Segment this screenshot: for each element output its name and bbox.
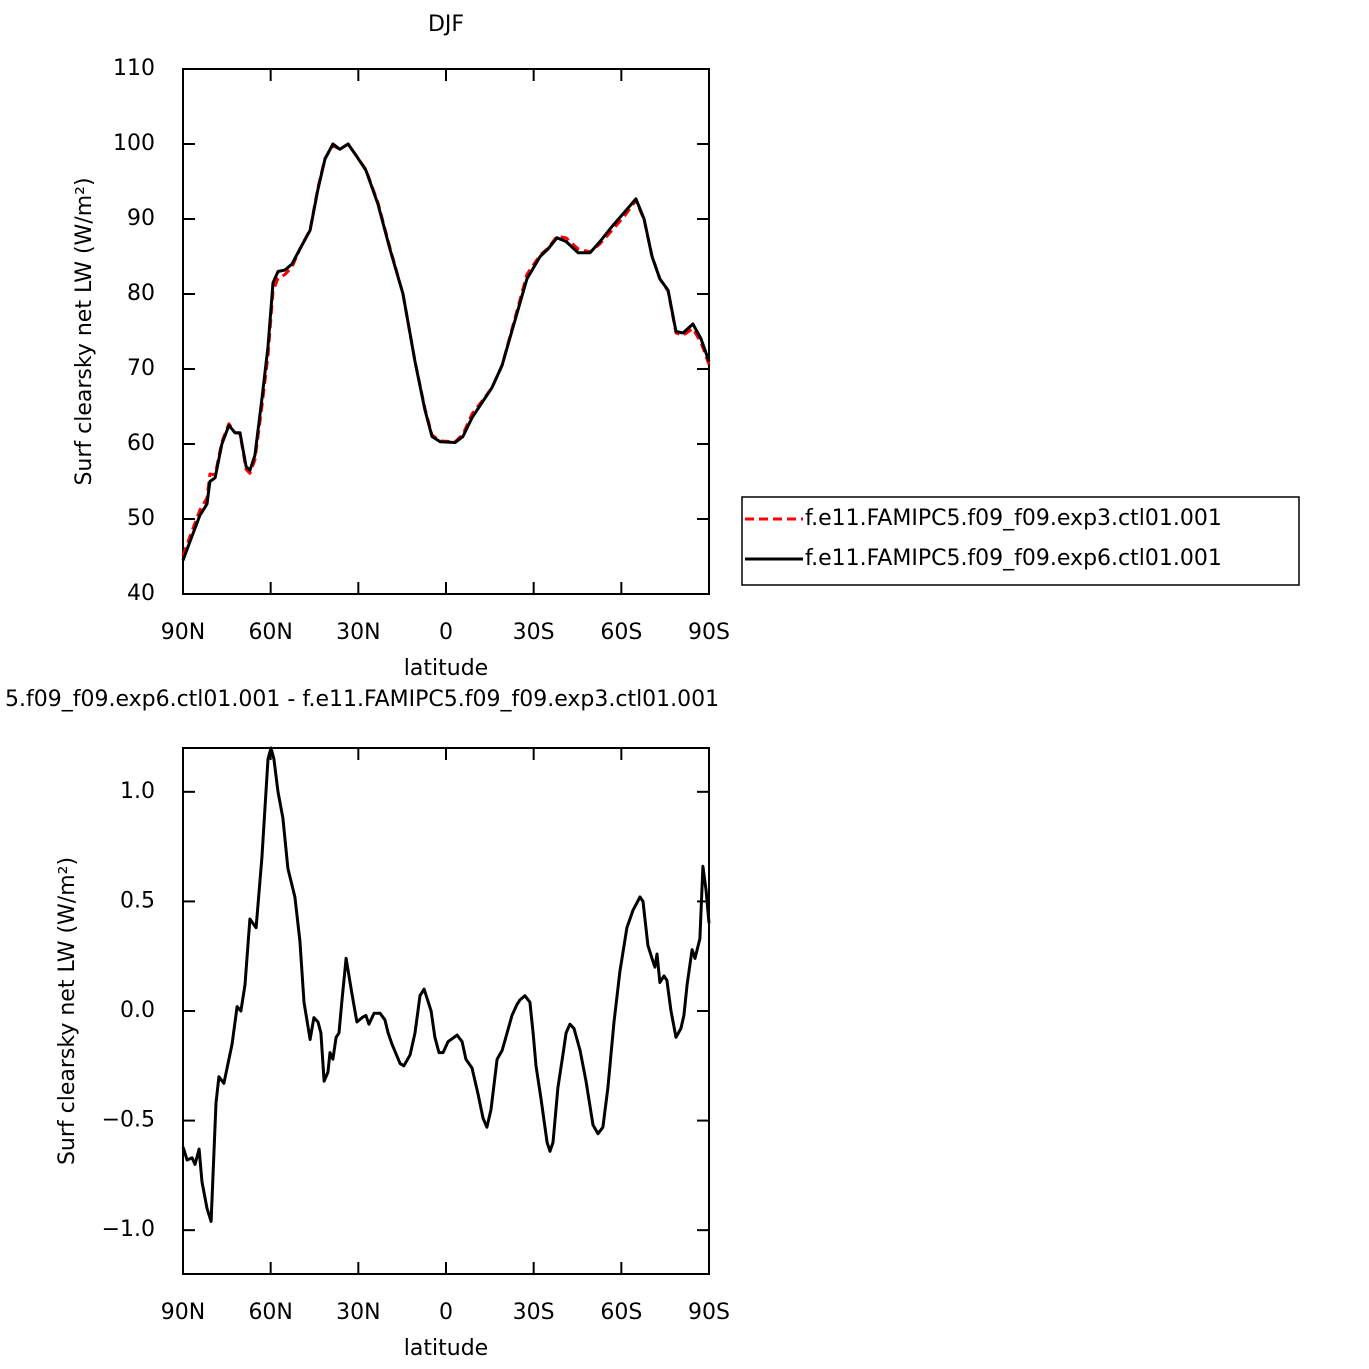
y-tick-label: 80 — [127, 281, 155, 306]
chart-title: 5.f09_f09.exp6.ctl01.001 - f.e11.FAMIPC5… — [5, 687, 719, 712]
x-axis-label: latitude — [404, 656, 488, 681]
y-tick-label: −0.5 — [102, 1108, 155, 1133]
y-axis-label: Surf clearsky net LW (W/m²) — [72, 177, 97, 485]
x-tick-label: 90S — [688, 1300, 730, 1325]
plot-frame — [182, 68, 710, 595]
x-tick-label: 60N — [248, 1300, 292, 1325]
y-tick-label: −1.0 — [102, 1217, 155, 1242]
y-tick-label: 70 — [127, 356, 155, 381]
x-tick-label: 30S — [513, 1300, 555, 1325]
x-tick-label: 60N — [248, 620, 292, 645]
x-tick-label: 0 — [439, 1300, 453, 1325]
y-tick-label: 40 — [127, 581, 155, 606]
y-tick-label: 100 — [113, 131, 155, 156]
chart-title: DJF — [428, 12, 464, 37]
x-tick-label: 90S — [688, 620, 730, 645]
y-tick-label: 0.0 — [120, 998, 155, 1023]
y-axis-label: Surf clearsky net LW (W/m²) — [55, 857, 80, 1165]
legend-box — [741, 496, 1300, 586]
y-tick-label: 0.5 — [120, 888, 155, 913]
y-tick-label: 90 — [127, 206, 155, 231]
data-line — [181, 746, 711, 1223]
data-line — [181, 142, 711, 561]
legend-label: f.e11.FAMIPC5.f09_f09.exp6.ctl01.001 — [805, 546, 1222, 571]
x-tick-label: 90N — [161, 620, 205, 645]
y-tick-label: 60 — [127, 431, 155, 456]
x-tick-label: 60S — [600, 620, 642, 645]
x-axis-label: latitude — [404, 1336, 488, 1361]
y-tick-label: 1.0 — [120, 779, 155, 804]
y-tick-label: 110 — [113, 56, 155, 81]
plot-frame — [182, 747, 710, 1275]
x-tick-label: 30N — [336, 1300, 380, 1325]
y-tick-label: 50 — [127, 506, 155, 531]
x-tick-label: 60S — [600, 1300, 642, 1325]
x-tick-label: 30S — [513, 620, 555, 645]
x-tick-label: 90N — [161, 1300, 205, 1325]
x-tick-label: 30N — [336, 620, 380, 645]
legend-label: f.e11.FAMIPC5.f09_f09.exp3.ctl01.001 — [805, 506, 1222, 531]
x-tick-label: 0 — [439, 620, 453, 645]
